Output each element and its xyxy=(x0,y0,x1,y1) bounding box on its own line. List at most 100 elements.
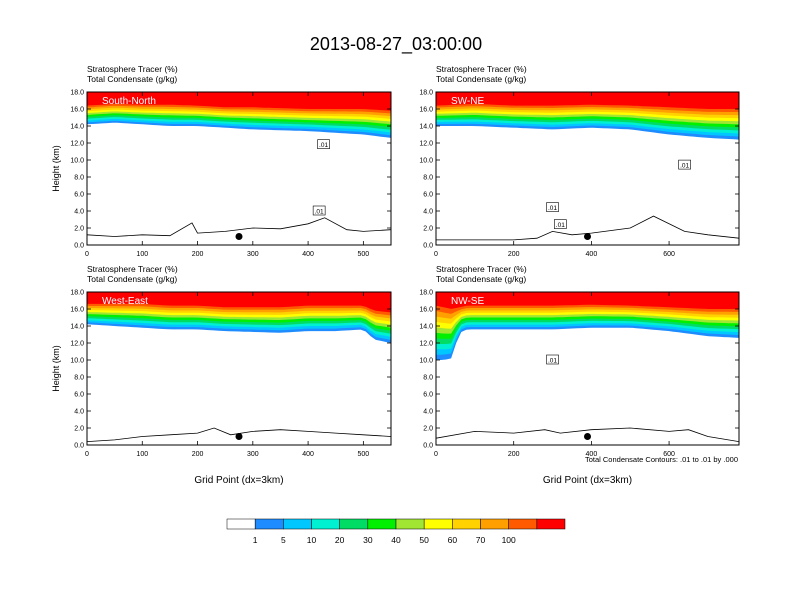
colorbar: 1 5 10 20 30 40 50 60 70 100 xyxy=(226,518,566,545)
figure-title: 2013-08-27_03:00:00 xyxy=(310,34,482,55)
tracer-field xyxy=(436,92,739,140)
location-marker xyxy=(235,233,243,240)
x-tick-label: 400 xyxy=(586,451,598,458)
y-tick-label: 6.0 xyxy=(423,392,433,399)
location-marker xyxy=(584,233,591,240)
colorbar-swatch xyxy=(480,518,509,530)
y-tick-label: 0.0 xyxy=(423,243,433,250)
contour-label-box xyxy=(317,139,330,149)
colorbar-label: 50 xyxy=(419,535,429,545)
tracer-band xyxy=(436,292,739,309)
y-tick-label: 2.0 xyxy=(423,226,433,233)
x-tick-label: 0 xyxy=(85,451,89,458)
plot-frame xyxy=(435,91,740,246)
colorbar-label: 60 xyxy=(448,535,458,545)
x-tick-label: 300 xyxy=(247,251,259,258)
x-tick-label: 200 xyxy=(192,451,204,458)
y-axis-label: Height (km) xyxy=(51,345,61,392)
colorbar-label: 20 xyxy=(335,535,345,545)
y-tick-label: 18.0 xyxy=(419,90,433,97)
panel-sw-ne: Stratosphere Tracer (%)Total Condensate … xyxy=(419,64,740,258)
tracer-band xyxy=(87,292,391,313)
colorbar-swatch xyxy=(395,518,425,530)
y-tick-label: 2.0 xyxy=(74,426,84,433)
y-tick-label: 16.0 xyxy=(419,107,433,114)
y-tick-label: 14.0 xyxy=(419,124,433,131)
y-tick-label: 10.0 xyxy=(70,158,84,165)
y-tick-label: 18.0 xyxy=(419,290,433,297)
x-tick-label: 100 xyxy=(136,451,148,458)
contour-label: .01 xyxy=(556,222,565,229)
colorbar-swatch xyxy=(536,518,566,530)
panel-title-condensate: Total Condensate (g/kg) xyxy=(87,274,177,284)
terrain-line xyxy=(436,215,739,241)
y-tick-label: 2.0 xyxy=(74,226,84,233)
panel-label: West-East xyxy=(102,296,148,307)
colorbar-label: 40 xyxy=(391,535,401,545)
tracer-field xyxy=(436,292,739,360)
x-tick-label: 200 xyxy=(508,451,520,458)
y-tick-label: 4.0 xyxy=(74,209,84,216)
x-tick-label: 600 xyxy=(663,251,675,258)
location-marker xyxy=(235,433,243,440)
y-tick-label: 4.0 xyxy=(74,409,84,416)
y-tick-label: 6.0 xyxy=(423,192,433,199)
colorbar-label: 1 xyxy=(253,535,258,545)
y-tick-label: 16.0 xyxy=(70,307,84,314)
y-tick-label: 14.0 xyxy=(70,324,84,331)
y-tick-label: 4.0 xyxy=(423,409,433,416)
x-tick-label: 100 xyxy=(136,251,148,258)
x-tick-label: 0 xyxy=(85,251,89,258)
x-tick-label: 500 xyxy=(358,451,370,458)
panel-title-tracer: Stratosphere Tracer (%) xyxy=(436,64,527,74)
panel-label: South-North xyxy=(102,96,156,107)
panel-label: NW-SE xyxy=(451,296,484,307)
contour-label: .01 xyxy=(548,358,557,365)
panel-label: SW-NE xyxy=(451,96,484,107)
y-tick-label: 12.0 xyxy=(70,141,84,148)
colorbar-label: 30 xyxy=(363,535,373,545)
y-tick-label: 10.0 xyxy=(419,358,433,365)
y-tick-label: 12.0 xyxy=(419,341,433,348)
x-tick-label: 400 xyxy=(302,251,314,258)
colorbar-swatch xyxy=(367,518,397,530)
colorbar-swatch xyxy=(254,518,284,530)
x-tick-label: 400 xyxy=(586,251,598,258)
y-tick-label: 10.0 xyxy=(419,158,433,165)
tracer-field xyxy=(87,292,391,343)
panel-title-tracer: Stratosphere Tracer (%) xyxy=(87,264,178,274)
y-tick-label: 8.0 xyxy=(423,175,433,182)
location-marker xyxy=(584,433,591,440)
panel-nw-se: Stratosphere Tracer (%)Total Condensate … xyxy=(419,264,740,486)
plot-frame xyxy=(86,291,392,446)
x-tick-label: 300 xyxy=(247,451,259,458)
y-tick-label: 14.0 xyxy=(70,124,84,131)
terrain-line xyxy=(87,217,391,237)
x-tick-label: 400 xyxy=(302,451,314,458)
contour-label: .01 xyxy=(315,209,324,216)
panel-title-condensate: Total Condensate (g/kg) xyxy=(87,74,177,84)
x-tick-label: 600 xyxy=(663,451,675,458)
y-tick-label: 8.0 xyxy=(423,375,433,382)
tracer-band xyxy=(436,92,739,109)
x-axis-label: Grid Point (dx=3km) xyxy=(543,475,632,486)
y-tick-label: 8.0 xyxy=(74,175,84,182)
panel-title-tracer: Stratosphere Tracer (%) xyxy=(87,64,178,74)
y-tick-label: 16.0 xyxy=(70,107,84,114)
y-tick-label: 12.0 xyxy=(70,341,84,348)
panel-title-condensate: Total Condensate (g/kg) xyxy=(436,274,526,284)
colorbar-swatch xyxy=(339,518,369,530)
colorbar-swatch xyxy=(226,518,256,530)
y-tick-label: 0.0 xyxy=(423,443,433,450)
x-axis-label: Grid Point (dx=3km) xyxy=(194,475,283,486)
plot-frame xyxy=(86,91,392,246)
y-tick-label: 0.0 xyxy=(74,443,84,450)
contour-label: .01 xyxy=(680,163,689,170)
y-tick-label: 0.0 xyxy=(74,243,84,250)
contour-label-box xyxy=(312,205,326,216)
x-tick-label: 500 xyxy=(358,251,370,258)
y-tick-label: 6.0 xyxy=(74,192,84,199)
x-tick-label: 0 xyxy=(434,251,438,258)
contour-label-box xyxy=(546,354,559,365)
